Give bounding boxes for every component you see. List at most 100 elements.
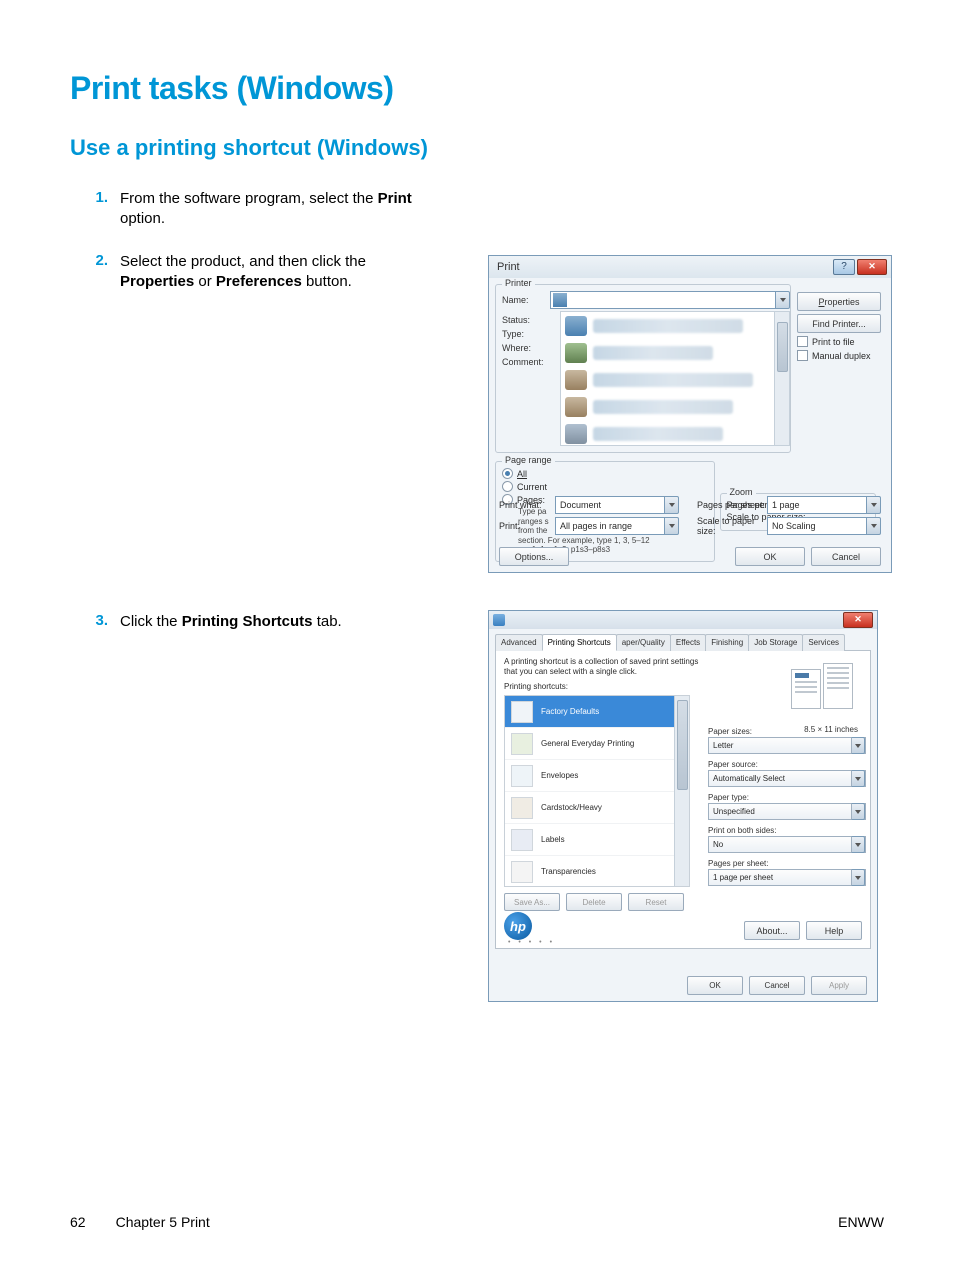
chevron-down-icon[interactable] bbox=[866, 517, 881, 535]
shortcut-item[interactable]: Transparencies bbox=[505, 856, 689, 887]
page-footer: 62 Chapter 5 Print ENWW bbox=[70, 1214, 884, 1230]
manual-duplex-checkbox[interactable]: Manual duplex bbox=[797, 350, 881, 361]
chevron-down-icon[interactable] bbox=[866, 496, 881, 514]
shortcut-label: Envelopes bbox=[541, 771, 578, 780]
comment-label: Comment: bbox=[502, 357, 550, 367]
close-icon[interactable]: ✕ bbox=[857, 259, 887, 275]
delete-button[interactable]: Delete bbox=[566, 893, 622, 911]
current-label: Current bbox=[517, 482, 547, 492]
hp-logo-icon: hp bbox=[504, 912, 532, 940]
print-what-select[interactable]: Document bbox=[555, 496, 665, 514]
all-radio[interactable] bbox=[502, 468, 513, 479]
both-sides-label: Print on both sides: bbox=[708, 826, 866, 835]
chevron-down-icon[interactable] bbox=[851, 869, 865, 886]
tab-finishing[interactable]: Finishing bbox=[705, 634, 749, 651]
shortcuts-listbox[interactable]: Factory Defaults General Everyday Printin… bbox=[504, 695, 690, 887]
chevron-down-icon[interactable] bbox=[851, 737, 865, 754]
save-as-button[interactable]: Save As... bbox=[504, 893, 560, 911]
shortcut-icon bbox=[511, 829, 533, 851]
shortcut-item[interactable]: Cardstock/Heavy bbox=[505, 792, 689, 824]
reset-button[interactable]: Reset bbox=[628, 893, 684, 911]
paper-type-select[interactable]: Unspecified bbox=[708, 803, 866, 820]
current-radio[interactable] bbox=[502, 481, 513, 492]
page-title: Print tasks (Windows) bbox=[70, 70, 884, 107]
all-label: All bbox=[517, 469, 527, 479]
tab-strip: AdvancedPrinting Shortcutsaper/QualityEf… bbox=[495, 633, 871, 651]
printer-dropdown-list[interactable] bbox=[560, 311, 790, 446]
tab-job-storage[interactable]: Job Storage bbox=[748, 634, 803, 651]
tab-advanced[interactable]: Advanced bbox=[495, 634, 543, 651]
shortcut-item[interactable]: Envelopes bbox=[505, 760, 689, 792]
scale-select[interactable]: No Scaling bbox=[767, 517, 867, 535]
chevron-down-icon[interactable] bbox=[664, 517, 679, 535]
page-preview bbox=[786, 653, 858, 709]
print-select[interactable]: All pages in range bbox=[555, 517, 665, 535]
tab-services[interactable]: Services bbox=[802, 634, 845, 651]
cancel-button[interactable]: Cancel bbox=[811, 547, 881, 566]
properties-button[interactable]: Properties bbox=[797, 292, 881, 311]
pages-per-sheet-label2: Pages per sheet: bbox=[697, 500, 767, 510]
printer-icon bbox=[553, 293, 567, 307]
pages-per-sheet-select[interactable]: 1 page per sheet bbox=[708, 869, 866, 886]
step-number: 3. bbox=[80, 612, 120, 629]
print-label: Print: bbox=[499, 521, 555, 531]
printer-name-select[interactable] bbox=[550, 291, 776, 309]
paper-source-select[interactable]: Automatically Select bbox=[708, 770, 866, 787]
page-number: 62 bbox=[70, 1214, 86, 1230]
chevron-down-icon[interactable] bbox=[851, 836, 865, 853]
options-button[interactable]: Options... bbox=[499, 547, 569, 566]
print-dialog-title: Print bbox=[497, 261, 520, 273]
where-label: Where: bbox=[502, 343, 550, 353]
print-to-file-checkbox[interactable]: Print to file bbox=[797, 336, 881, 347]
chapter-label: Chapter 5 Print bbox=[116, 1214, 210, 1230]
region-code: ENWW bbox=[838, 1214, 884, 1230]
shortcut-item[interactable]: General Everyday Printing bbox=[505, 728, 689, 760]
help-icon[interactable]: ? bbox=[833, 259, 855, 275]
step-body: Select the product, and then click the P… bbox=[120, 252, 420, 293]
find-printer-button[interactable]: Find Printer... bbox=[797, 314, 881, 333]
step-body: From the software program, select the Pr… bbox=[120, 189, 420, 230]
print-dialog-titlebar: Print ? ✕ bbox=[489, 256, 891, 278]
shortcut-label: Transparencies bbox=[541, 867, 596, 876]
status-label: Status: bbox=[502, 315, 550, 325]
help-button[interactable]: Help bbox=[806, 921, 862, 940]
paper-sizes-label: Paper sizes: bbox=[708, 727, 866, 736]
ok-button[interactable]: OK bbox=[687, 976, 743, 995]
cancel-button[interactable]: Cancel bbox=[749, 976, 805, 995]
tab-aper-quality[interactable]: aper/Quality bbox=[616, 634, 671, 651]
chevron-down-icon[interactable] bbox=[851, 770, 865, 787]
step-body: Click the Printing Shortcuts tab. bbox=[120, 612, 420, 632]
name-label: Name: bbox=[502, 295, 550, 305]
about-button[interactable]: About... bbox=[744, 921, 800, 940]
shortcut-label: Factory Defaults bbox=[541, 707, 599, 716]
shortcut-item[interactable]: Factory Defaults bbox=[505, 696, 689, 728]
section-title: Use a printing shortcut (Windows) bbox=[70, 135, 884, 161]
shortcut-label: Cardstock/Heavy bbox=[541, 803, 602, 812]
shortcut-icon bbox=[511, 701, 533, 723]
shortcut-icon bbox=[511, 861, 533, 883]
tab-effects[interactable]: Effects bbox=[670, 634, 706, 651]
properties-dialog-titlebar: ✕ bbox=[489, 611, 877, 629]
print-what-label: Print what: bbox=[499, 500, 555, 510]
app-icon bbox=[493, 614, 505, 626]
paper-type-label: Paper type: bbox=[708, 793, 866, 802]
step-number: 2. bbox=[80, 252, 120, 269]
scrollbar[interactable] bbox=[674, 696, 689, 886]
scrollbar[interactable] bbox=[774, 312, 789, 445]
apply-button[interactable]: Apply bbox=[811, 976, 867, 995]
shortcut-item[interactable]: Labels bbox=[505, 824, 689, 856]
pages-per-sheet-select[interactable]: 1 page bbox=[767, 496, 867, 514]
scale-label2: Scale to paper size: bbox=[697, 516, 767, 536]
ok-button[interactable]: OK bbox=[735, 547, 805, 566]
chevron-down-icon[interactable] bbox=[775, 291, 790, 309]
chevron-down-icon[interactable] bbox=[851, 803, 865, 820]
both-sides-select[interactable]: No bbox=[708, 836, 866, 853]
chevron-down-icon[interactable] bbox=[664, 496, 679, 514]
paper-sizes-select[interactable]: Letter bbox=[708, 737, 866, 754]
tab-printing-shortcuts[interactable]: Printing Shortcuts bbox=[542, 634, 617, 651]
shortcut-icon bbox=[511, 797, 533, 819]
printer-group-label: Printer bbox=[502, 278, 535, 288]
close-icon[interactable]: ✕ bbox=[843, 612, 873, 628]
print-dialog-figure: Print ? ✕ Properties Find Printer... Pri… bbox=[488, 255, 892, 573]
step-number: 1. bbox=[80, 189, 120, 206]
